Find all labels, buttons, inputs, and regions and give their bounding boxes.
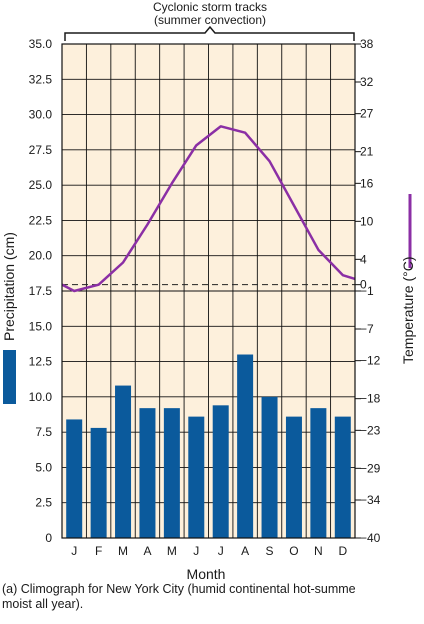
right-tick-label: −34: [360, 493, 381, 507]
left-tick-label: 15.0: [29, 319, 53, 333]
right-tick-label: −29: [360, 461, 381, 475]
right-tick-label: −1: [360, 284, 374, 298]
left-axis-label: Precipitation (cm): [1, 232, 17, 341]
month-label: S: [266, 544, 274, 558]
left-tick-label: 22.5: [29, 213, 53, 227]
left-tick-label: 2.5: [35, 496, 52, 510]
right-axis-ticks: 38 32 27 21 16 10 4 0−1 −7 −12 −18 −23 −29 −34 −40: [355, 37, 381, 545]
right-tick-label: 0: [360, 278, 367, 292]
left-tick-label: 32.5: [29, 72, 53, 86]
left-tick-label: 7.5: [35, 425, 52, 439]
precipitation-bar: [212, 405, 229, 538]
month-label: N: [314, 544, 323, 558]
left-tick-label: 30.0: [29, 108, 53, 122]
month-label: J: [218, 544, 224, 558]
right-tick-label: −23: [360, 423, 381, 437]
right-tick-label: 4: [360, 252, 367, 266]
precipitation-bar: [285, 416, 302, 538]
annotation-line-1: Cyclonic storm tracks: [153, 0, 267, 14]
precipitation-bar: [334, 416, 351, 538]
precipitation-bar: [163, 408, 180, 538]
precipitation-bar: [66, 419, 83, 538]
precipitation-bar: [237, 354, 254, 538]
month-label: J: [193, 544, 199, 558]
left-tick-label: 10.0: [29, 390, 53, 404]
precipitation-bar: [310, 408, 327, 538]
month-label: M: [118, 544, 128, 558]
left-tick-label: 25.0: [29, 178, 53, 192]
right-tick-label: −40: [360, 531, 381, 545]
precipitation-bar: [90, 427, 107, 538]
left-tick-label: 17.5: [29, 284, 53, 298]
month-label: J: [71, 544, 77, 558]
precipitation-bars: [66, 354, 351, 538]
grid: [62, 43, 355, 539]
left-tick-label: 35.0: [29, 37, 53, 51]
x-axis-label: Month: [187, 566, 226, 582]
month-label: M: [167, 544, 177, 558]
month-label: A: [143, 544, 151, 558]
right-tick-label: −18: [360, 392, 381, 406]
precipitation-bar: [188, 416, 205, 538]
month-label: D: [338, 544, 347, 558]
left-axis-ticks: 35.0 32.5 30.0 27.5 25.0 22.5 20.0 17.5 15.0 12.5…: [29, 37, 53, 545]
month-label: O: [289, 544, 298, 558]
right-tick-label: −7: [360, 322, 374, 336]
right-tick-label: 32: [360, 75, 374, 89]
right-tick-label: 27: [360, 107, 374, 121]
annotation-line-2: (summer convection): [154, 13, 266, 27]
right-tick-label: 38: [360, 37, 374, 51]
precipitation-bar: [115, 385, 132, 538]
right-tick-label: 21: [360, 145, 374, 159]
right-tick-label: 10: [360, 214, 374, 228]
precipitation-bar: [139, 408, 156, 538]
right-axis-label: Temperature (°C): [400, 256, 416, 364]
left-tick-label: 12.5: [29, 355, 53, 369]
precipitation-legend-swatch: [3, 350, 16, 404]
month-label: F: [95, 544, 102, 558]
left-tick-label: 20.0: [29, 249, 53, 263]
annotation-bracket: [64, 25, 355, 41]
month-label: A: [241, 544, 249, 558]
figure-caption: (a) Climograph for New York City (humid …: [2, 582, 356, 611]
right-tick-label: 16: [360, 176, 374, 190]
left-tick-label: 27.5: [29, 143, 53, 157]
precipitation-bar: [261, 396, 278, 538]
left-tick-label: 5.0: [35, 460, 52, 474]
temperature-line: [61, 125, 356, 293]
left-tick-label: 0: [45, 531, 52, 545]
right-tick-label: −12: [360, 354, 381, 368]
